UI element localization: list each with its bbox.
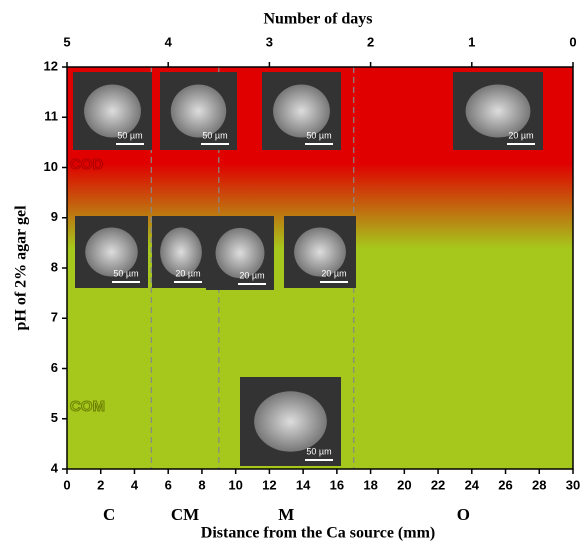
x-tick-label: 30 bbox=[566, 477, 580, 492]
sem-image: 50 µm bbox=[262, 72, 341, 150]
x2-tick-label: 3 bbox=[266, 34, 273, 49]
scale-label: 50 µm bbox=[202, 130, 227, 140]
y-tick-label: 12 bbox=[44, 58, 58, 73]
y-tick-label: 10 bbox=[44, 159, 58, 174]
region-label: CM bbox=[171, 505, 199, 524]
x-axis-label: Distance from the Ca source (mm) bbox=[201, 525, 435, 542]
x-tick-label: 14 bbox=[296, 477, 311, 492]
y-tick-label: 5 bbox=[51, 410, 58, 425]
sem-image: 20 µm bbox=[453, 72, 543, 150]
region-label: M bbox=[278, 505, 294, 524]
x-tick-label: 4 bbox=[131, 477, 139, 492]
y-tick-label: 4 bbox=[51, 460, 59, 475]
sem-image: 50 µm bbox=[75, 216, 148, 288]
scale-label: 20 µm bbox=[239, 270, 264, 280]
chart: Number of days Distance from the Ca sour… bbox=[0, 0, 586, 544]
scale-label: 20 µm bbox=[175, 268, 200, 278]
x-tick-label: 28 bbox=[532, 477, 546, 492]
y-tick-label: 8 bbox=[51, 259, 58, 274]
x2-tick-label: 4 bbox=[165, 34, 173, 49]
y-tick-label: 9 bbox=[51, 209, 58, 224]
sem-image: 50 µm bbox=[160, 72, 237, 150]
sem-image: 50 µm bbox=[73, 72, 152, 150]
x2-tick-label: 0 bbox=[569, 34, 576, 49]
x-tick-label: 24 bbox=[465, 477, 480, 492]
scale-label: 50 µm bbox=[113, 268, 138, 278]
x-tick-label: 22 bbox=[431, 477, 445, 492]
x2-tick-label: 1 bbox=[468, 34, 475, 49]
scale-label: 20 µm bbox=[321, 268, 346, 278]
y-axis-label: pH of 2% agar gel bbox=[13, 205, 30, 331]
scale-label: 50 µm bbox=[306, 446, 331, 456]
y-tick-label: 11 bbox=[44, 109, 58, 124]
x-tick-label: 2 bbox=[97, 477, 104, 492]
crystal bbox=[254, 391, 327, 452]
x-tick-label: 10 bbox=[228, 477, 242, 492]
x-tick-label: 0 bbox=[63, 477, 70, 492]
x-tick-label: 16 bbox=[330, 477, 344, 492]
sem-image: 50 µm bbox=[240, 377, 341, 466]
x-tick-label: 8 bbox=[198, 477, 205, 492]
scale-label: 50 µm bbox=[306, 130, 331, 140]
x2-tick-label: 2 bbox=[367, 34, 374, 49]
y-tick-label: 7 bbox=[51, 310, 58, 325]
x2-tick-label: 5 bbox=[63, 34, 70, 49]
title: Number of days bbox=[263, 11, 372, 28]
x-tick-label: 26 bbox=[498, 477, 512, 492]
x-tick-label: 20 bbox=[397, 477, 411, 492]
scale-label: 20 µm bbox=[508, 130, 533, 140]
sem-image: 20 µm bbox=[152, 216, 210, 288]
sem-image: 20 µm bbox=[206, 216, 274, 290]
region-label: C bbox=[103, 505, 115, 524]
sem-image: 20 µm bbox=[284, 216, 356, 288]
scale-label: 50 µm bbox=[117, 130, 142, 140]
x-tick-label: 18 bbox=[363, 477, 377, 492]
region-label: O bbox=[457, 505, 470, 524]
x-tick-label: 6 bbox=[165, 477, 172, 492]
x-tick-label: 12 bbox=[262, 477, 276, 492]
phase-label: COM bbox=[70, 398, 105, 415]
phase-label: COD bbox=[70, 156, 104, 173]
y-tick-label: 6 bbox=[51, 360, 58, 375]
